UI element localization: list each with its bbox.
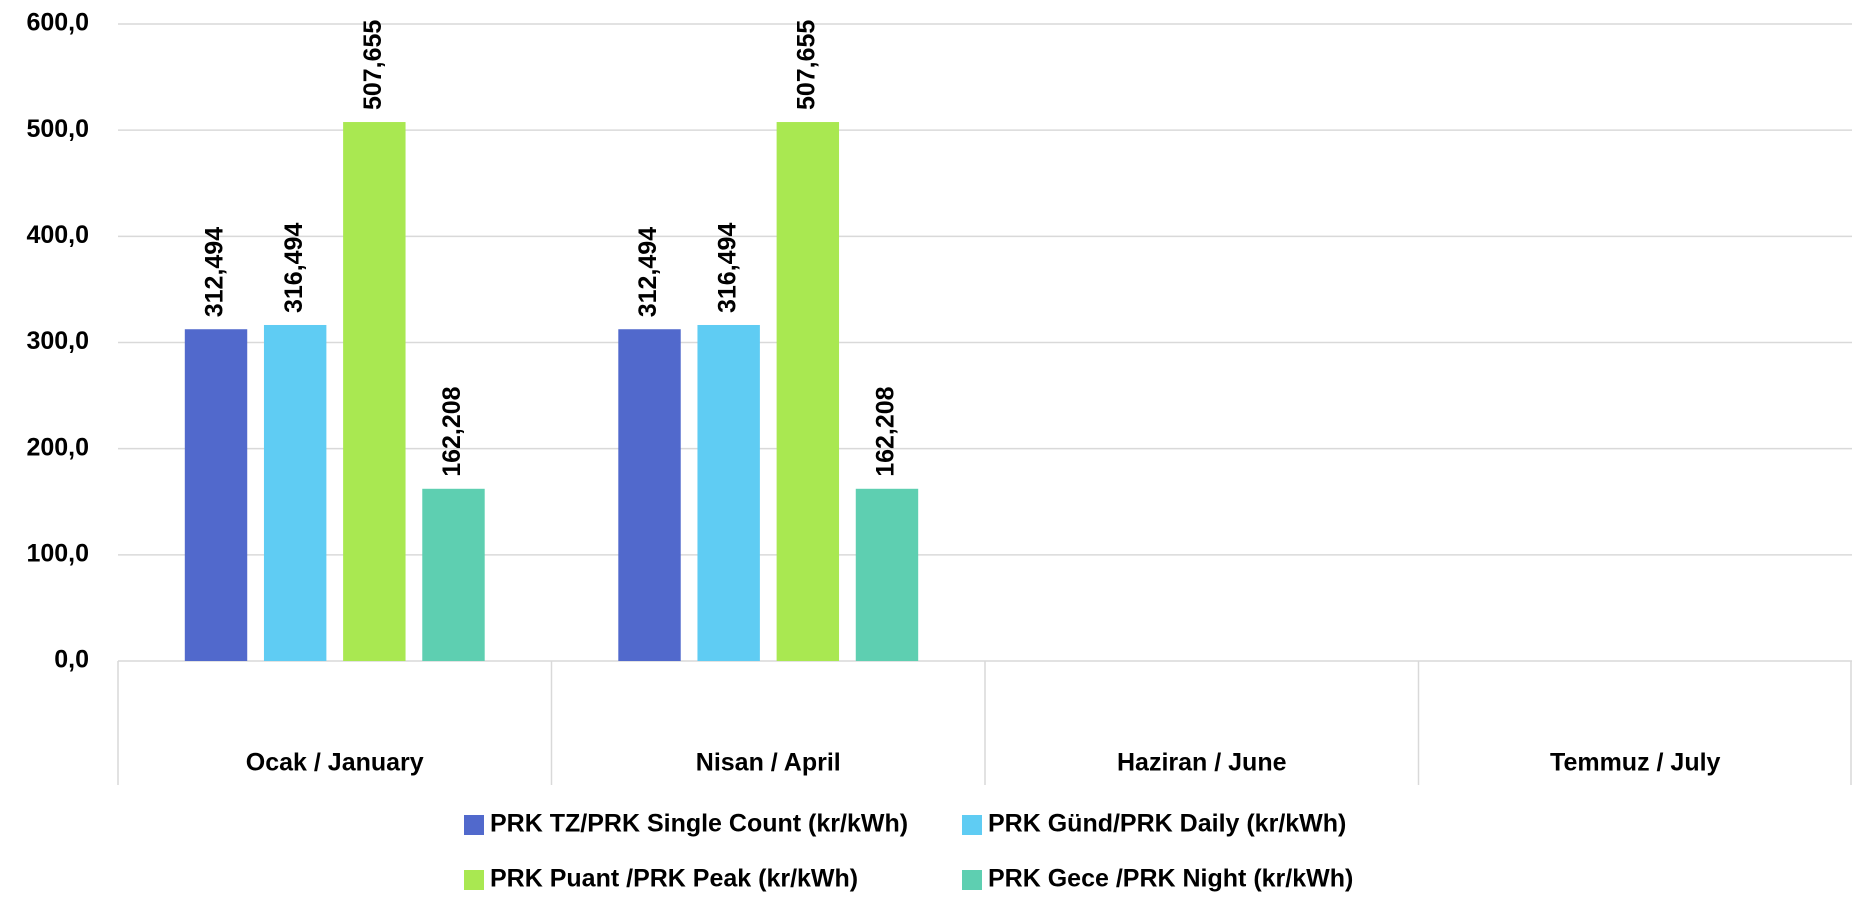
- legend-label: PRK Gece /PRK Night (kr/kWh): [988, 865, 1353, 893]
- y-tick-label: 100,0: [26, 539, 89, 567]
- legend-swatch: [962, 815, 982, 835]
- data-label: 316,494: [280, 223, 308, 313]
- legend-swatch: [464, 870, 484, 890]
- bar: [697, 324, 760, 661]
- bar: [855, 488, 919, 661]
- legend-label: PRK Puant /PRK Peak (kr/kWh): [490, 865, 858, 893]
- x-tick-label: Nisan / April: [696, 749, 841, 777]
- data-label: 507,655: [359, 20, 387, 110]
- y-tick-label: 400,0: [26, 221, 89, 249]
- bar: [422, 488, 485, 661]
- data-label: 162,208: [872, 386, 900, 476]
- bar: [184, 329, 248, 661]
- bar: [263, 324, 327, 661]
- legend-swatch: [464, 815, 484, 835]
- data-label: 507,655: [792, 20, 820, 110]
- data-label: 312,494: [201, 227, 229, 317]
- bar: [776, 122, 840, 661]
- legend-label: PRK Günd/PRK Daily (kr/kWh): [988, 810, 1346, 838]
- x-tick-label: Temmuz / July: [1550, 749, 1721, 777]
- data-label: 316,494: [713, 223, 741, 313]
- data-label: 162,208: [438, 386, 466, 476]
- bar: [618, 329, 681, 661]
- bar: [343, 122, 406, 661]
- y-tick-label: 500,0: [26, 115, 89, 143]
- legend-swatch: [962, 870, 982, 890]
- x-tick-label: Ocak / January: [246, 749, 424, 777]
- x-tick-label: Haziran / June: [1117, 749, 1287, 777]
- y-tick-label: 600,0: [26, 9, 89, 37]
- y-tick-label: 300,0: [26, 327, 89, 355]
- data-label: 312,494: [634, 227, 662, 317]
- legend-label: PRK TZ/PRK Single Count (kr/kWh): [490, 810, 908, 838]
- y-tick-label: 200,0: [26, 433, 89, 461]
- y-tick-label: 0,0: [54, 646, 89, 674]
